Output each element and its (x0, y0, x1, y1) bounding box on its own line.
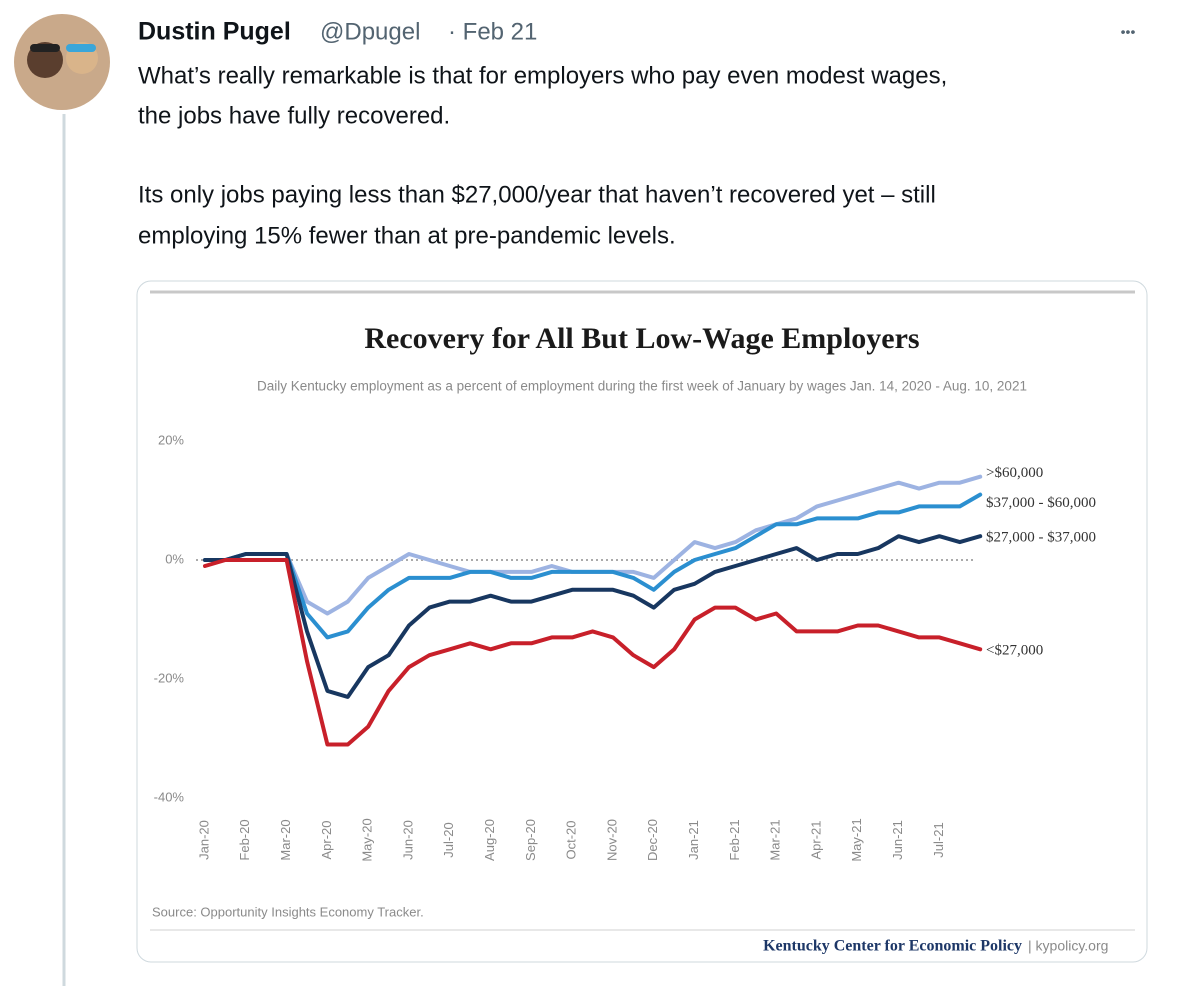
x-tick-label: Jul-20 (441, 822, 456, 857)
series-line (203, 534, 983, 699)
x-tick-label: Aug-20 (482, 819, 497, 861)
more-button[interactable]: ••• (1121, 24, 1136, 40)
x-tick-label: Oct-20 (564, 820, 579, 859)
x-tick-label: Apr-20 (319, 820, 334, 859)
x-tick-label: Jun-20 (400, 820, 415, 860)
chart-title: Recovery for All But Low-Wage Employers (364, 322, 919, 355)
x-tick-label: Apr-21 (808, 820, 823, 859)
x-tick-label: Jan-21 (686, 820, 701, 860)
y-tick-label: -20% (154, 670, 185, 685)
tweet-text: the jobs have fully recovered. (138, 102, 450, 129)
chart-subtitle: Daily Kentucky employment as a percent o… (257, 379, 1027, 394)
series-label: >$60,000 (986, 465, 1043, 481)
x-tick-label: Feb-21 (727, 819, 742, 860)
tweet-text: What’s really remarkable is that for emp… (138, 62, 947, 89)
x-tick-label: Nov-20 (604, 819, 619, 861)
tweet-text: Its only jobs paying less than $27,000/y… (138, 181, 936, 208)
series-line (203, 492, 983, 640)
x-tick-label: May-20 (360, 818, 375, 861)
series-label: <$27,000 (986, 643, 1043, 659)
user-name[interactable]: Dustin Pugel (138, 18, 291, 46)
source-note: Source: Opportunity Insights Economy Tra… (152, 904, 424, 919)
x-tick-label: Jan-20 (196, 820, 211, 860)
x-tick-label: Mar-20 (278, 819, 293, 860)
series-label: $37,000 - $60,000 (986, 495, 1096, 511)
y-tick-label: 20% (158, 432, 184, 447)
y-tick-label: 0% (165, 551, 184, 566)
x-tick-label: Sep-20 (523, 819, 538, 861)
x-tick-label: Feb-20 (237, 819, 252, 860)
series-line (203, 558, 983, 747)
series-label: $27,000 - $37,000 (986, 530, 1096, 546)
tweet-date[interactable]: · Feb 21 (448, 18, 537, 45)
x-tick-label: Dec-20 (645, 819, 660, 861)
y-tick-label: -40% (154, 789, 185, 804)
x-tick-label: Mar-21 (768, 819, 783, 860)
x-tick-label: May-21 (849, 818, 864, 861)
credit: Kentucky Center for Economic Policy (763, 938, 1022, 955)
credit-site: | kypolicy.org (1028, 938, 1108, 954)
image-card[interactable] (136, 280, 1148, 963)
tweet-text: employing 15% fewer than at pre-pandemic… (138, 222, 676, 249)
x-tick-label: Jun-21 (890, 820, 905, 860)
user-handle[interactable]: @Dpugel (320, 18, 420, 45)
avatar[interactable] (14, 14, 110, 110)
x-tick-label: Jul-21 (931, 822, 946, 857)
